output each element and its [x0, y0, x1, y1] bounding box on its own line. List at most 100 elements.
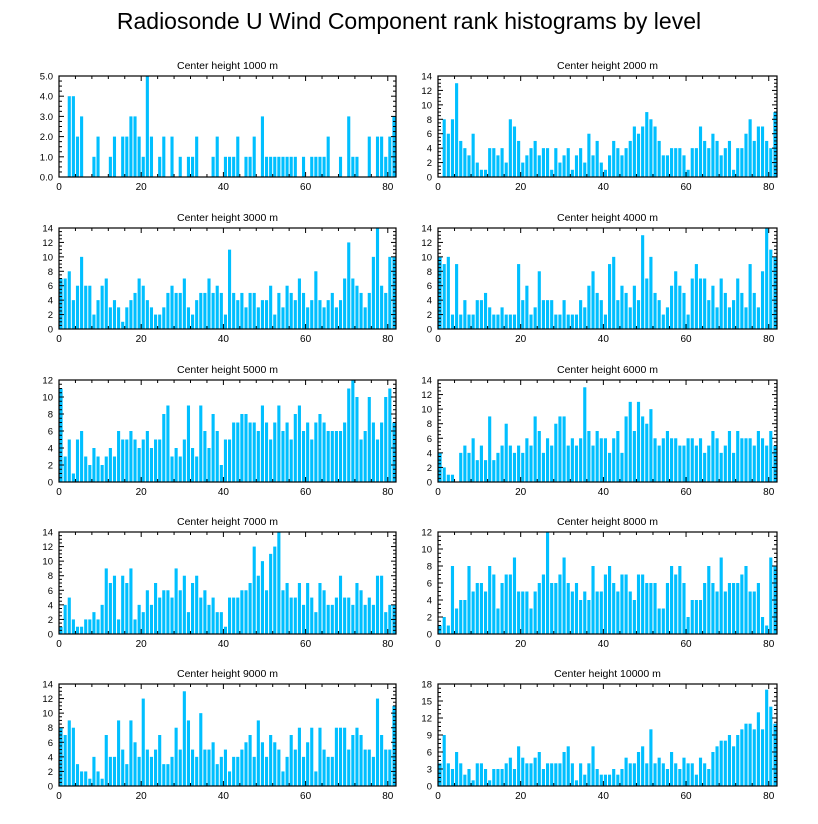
histogram-bar	[574, 445, 579, 482]
x-tick-label: 80	[763, 791, 775, 802]
histogram-bar	[125, 307, 129, 329]
histogram-bar	[748, 591, 752, 634]
histogram-bar	[88, 778, 92, 786]
histogram-bar	[277, 405, 281, 482]
histogram-bar	[595, 591, 599, 634]
y-tick-label: 8	[427, 419, 432, 430]
histogram-bar	[475, 763, 479, 786]
y-tick-label: 12	[421, 86, 432, 97]
histogram-bar	[80, 626, 84, 634]
histogram-bar	[186, 156, 191, 177]
histogram-bar	[281, 156, 285, 177]
histogram-bar	[310, 727, 314, 786]
histogram-bar	[467, 566, 471, 634]
histogram-bar	[438, 763, 442, 786]
histogram-bar	[330, 292, 334, 329]
histogram-bar	[446, 474, 450, 482]
x-tick-label: 60	[680, 334, 692, 345]
histogram-bar	[512, 452, 517, 482]
histogram-bar	[765, 625, 769, 634]
histogram-bar	[125, 439, 129, 482]
histogram-bar	[104, 278, 108, 329]
histogram-bar	[301, 156, 306, 177]
histogram-bar	[579, 600, 583, 634]
y-tick-label: 0	[427, 478, 432, 489]
histogram-bar	[388, 749, 392, 786]
histogram-bar	[690, 438, 694, 482]
histogram-bar	[108, 307, 112, 329]
histogram-bar	[471, 591, 475, 634]
histogram-bar	[330, 431, 334, 482]
histogram-bar	[133, 292, 137, 329]
histogram-bar	[690, 600, 694, 634]
histogram-bar	[670, 148, 674, 177]
histogram-bar	[723, 740, 727, 786]
histogram-bar	[562, 300, 566, 329]
histogram-bar	[174, 727, 178, 786]
histogram-bar	[145, 749, 149, 786]
histogram-bar	[240, 749, 244, 786]
histogram-bar	[63, 735, 67, 786]
histogram-bar	[174, 448, 178, 482]
histogram-bar	[595, 140, 599, 177]
histogram-bar	[359, 590, 363, 634]
histogram-bar	[690, 148, 694, 177]
histogram-bar	[587, 600, 591, 634]
x-tick-label: 80	[763, 639, 775, 650]
histogram-bar	[195, 756, 199, 786]
histogram-bar	[665, 583, 670, 634]
y-tick-label: 10	[42, 252, 53, 263]
y-tick-label: 2.0	[40, 132, 53, 143]
histogram-bar	[698, 278, 703, 329]
histogram-bar	[314, 422, 318, 482]
histogram-bar	[162, 414, 166, 482]
y-tick-label: 12	[42, 376, 53, 387]
histogram-bar	[707, 300, 711, 329]
y-tick-label: 8	[48, 571, 53, 582]
histogram-bar	[215, 764, 219, 786]
histogram-bar	[117, 307, 121, 329]
y-tick-label: 15	[421, 697, 432, 708]
histogram-bar	[289, 735, 293, 786]
histogram-bar	[203, 749, 207, 786]
histogram-bar	[632, 285, 636, 329]
y-tick-label: 0	[427, 325, 432, 336]
histogram-bar	[748, 723, 752, 786]
histogram-bar	[211, 597, 215, 634]
histogram-bar	[211, 414, 215, 482]
histogram-bar	[698, 600, 703, 634]
histogram-bar	[260, 405, 264, 482]
histogram-bar	[756, 126, 760, 177]
histogram-bar	[653, 438, 657, 482]
histogram-bar	[732, 300, 736, 329]
y-tick-label: 2	[48, 461, 53, 472]
histogram-bar	[306, 742, 310, 786]
histogram-bar	[347, 242, 351, 329]
histogram-bar	[558, 574, 562, 634]
histogram-bar	[632, 431, 636, 482]
histogram-bar	[649, 409, 653, 482]
histogram-bar	[133, 742, 137, 786]
histogram-bar	[182, 278, 186, 329]
histogram-bar	[149, 756, 154, 786]
histogram-bar	[75, 285, 80, 329]
y-tick-label: 2	[48, 615, 53, 626]
histogram-bar	[558, 763, 562, 786]
histogram-bar	[285, 756, 289, 786]
histogram-bar	[636, 401, 641, 482]
histogram-bar	[521, 591, 525, 634]
histogram-bar	[367, 292, 371, 329]
histogram-bar	[471, 133, 475, 177]
histogram-bar	[570, 314, 574, 329]
histogram-bar	[100, 465, 104, 482]
histogram-bar	[661, 155, 665, 177]
x-tick-label: 80	[382, 182, 394, 193]
histogram-bar	[310, 439, 314, 482]
x-tick-label: 40	[598, 791, 610, 802]
x-tick-label: 0	[435, 487, 441, 498]
histogram-bar	[293, 414, 297, 482]
histogram-bar	[591, 746, 595, 786]
histogram-bar	[149, 136, 154, 177]
histogram-bar	[645, 583, 649, 634]
histogram-bar	[653, 126, 657, 177]
